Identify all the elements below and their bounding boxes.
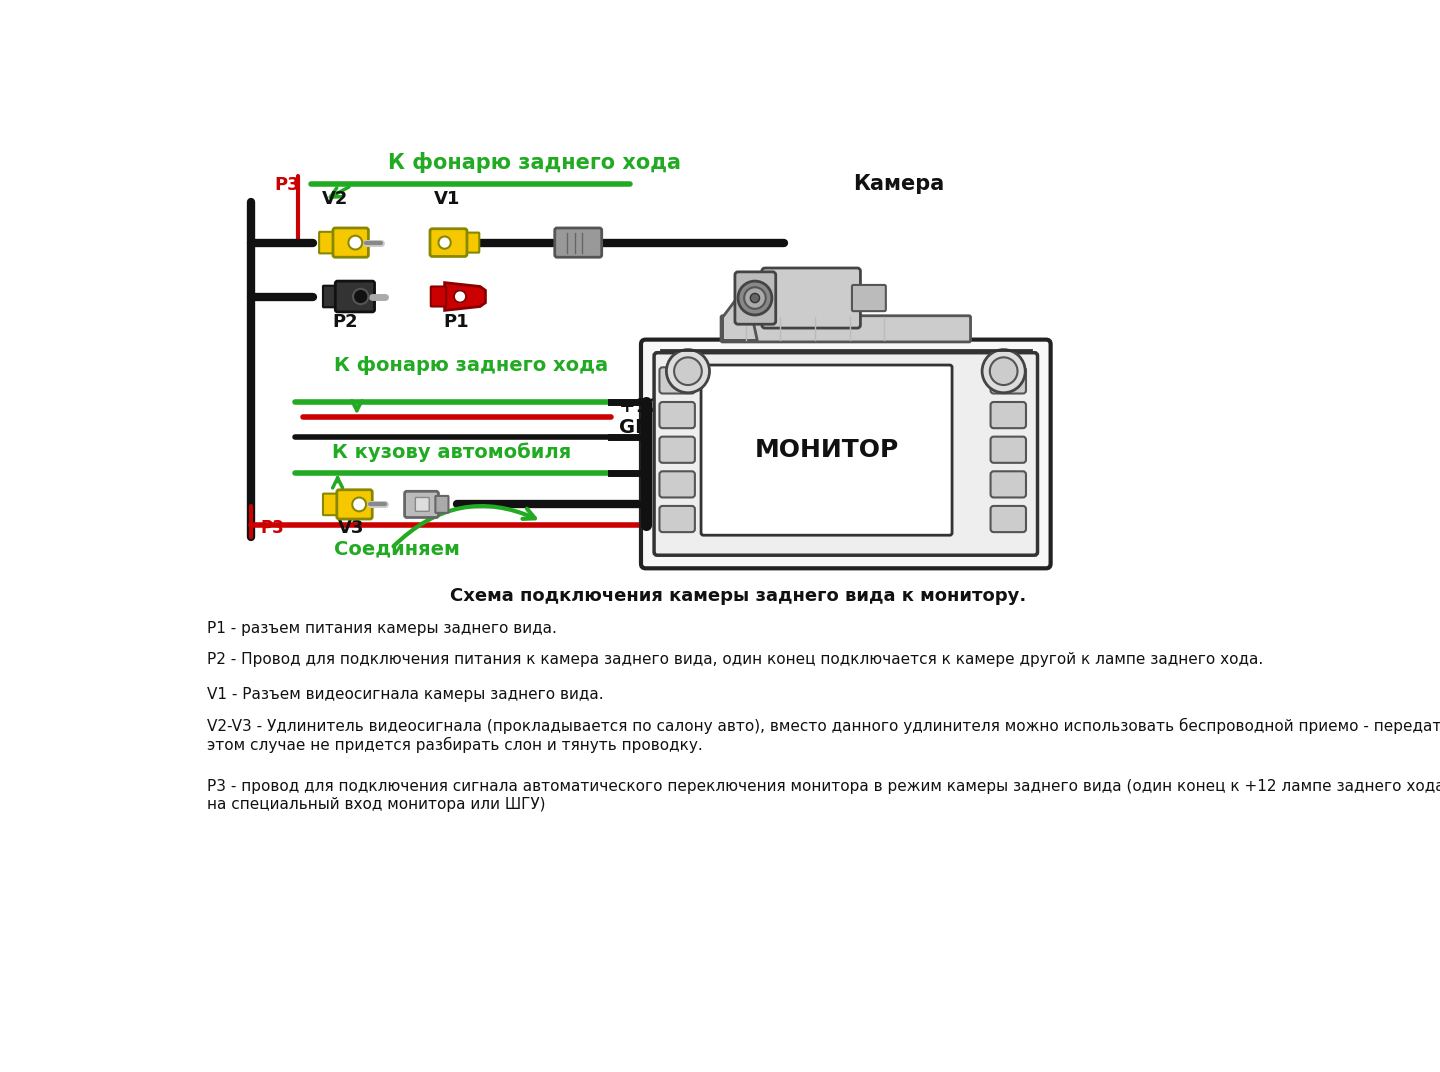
FancyBboxPatch shape [991, 472, 1025, 497]
FancyBboxPatch shape [991, 436, 1025, 463]
Circle shape [348, 236, 363, 250]
FancyBboxPatch shape [991, 402, 1025, 428]
FancyBboxPatch shape [641, 340, 1051, 568]
FancyBboxPatch shape [462, 233, 480, 253]
Text: Соединяем: Соединяем [334, 539, 459, 559]
FancyBboxPatch shape [320, 232, 336, 253]
FancyBboxPatch shape [762, 268, 861, 328]
FancyBboxPatch shape [323, 493, 340, 516]
FancyBboxPatch shape [660, 402, 696, 428]
Text: К фонарю заднего хода: К фонарю заднего хода [387, 152, 681, 173]
Circle shape [739, 281, 772, 315]
FancyBboxPatch shape [660, 436, 696, 463]
Circle shape [750, 294, 759, 302]
Circle shape [353, 288, 369, 304]
Text: P3 - провод для подключения сигнала автоматического переключения монитора в режи: P3 - провод для подключения сигнала авто… [207, 779, 1440, 812]
Circle shape [667, 349, 710, 392]
Text: V2: V2 [323, 190, 348, 208]
FancyBboxPatch shape [721, 316, 971, 342]
Text: Камера: Камера [854, 175, 945, 194]
FancyBboxPatch shape [435, 496, 448, 512]
Text: P3: P3 [261, 519, 284, 537]
FancyBboxPatch shape [701, 366, 952, 535]
Polygon shape [723, 286, 757, 341]
FancyBboxPatch shape [660, 506, 696, 532]
FancyBboxPatch shape [431, 286, 446, 307]
Text: V2-V3 - Удлинитель видеосигнала (прокладывается по салону авто), вместо данного : V2-V3 - Удлинитель видеосигнала (проклад… [207, 717, 1440, 753]
FancyBboxPatch shape [734, 272, 776, 324]
FancyBboxPatch shape [991, 368, 1025, 393]
FancyBboxPatch shape [660, 472, 696, 497]
FancyBboxPatch shape [431, 228, 467, 256]
Circle shape [989, 357, 1018, 385]
FancyBboxPatch shape [415, 497, 429, 511]
Text: К кузову автомобиля: К кузову автомобиля [333, 443, 572, 462]
Text: P1 - разъем питания камеры заднего вида.: P1 - разъем питания камеры заднего вида. [207, 622, 557, 637]
FancyBboxPatch shape [852, 285, 886, 311]
Text: P2: P2 [333, 313, 357, 331]
FancyBboxPatch shape [337, 490, 373, 519]
Text: V1 - Разъем видеосигнала камеры заднего вида.: V1 - Разъем видеосигнала камеры заднего … [207, 687, 603, 702]
FancyBboxPatch shape [323, 286, 338, 308]
Circle shape [674, 357, 701, 385]
FancyBboxPatch shape [654, 353, 1038, 555]
Polygon shape [445, 283, 485, 311]
Text: V3: V3 [337, 519, 364, 537]
Text: GND: GND [619, 418, 667, 436]
Text: К фонарю заднего хода: К фонарю заднего хода [334, 356, 608, 375]
Text: +12 В: +12 В [619, 397, 684, 416]
FancyBboxPatch shape [336, 281, 374, 312]
Circle shape [982, 349, 1025, 392]
Text: МОНИТОР: МОНИТОР [755, 438, 899, 462]
FancyBboxPatch shape [405, 491, 438, 518]
Circle shape [744, 287, 766, 309]
Circle shape [438, 237, 451, 249]
Text: P1: P1 [444, 313, 469, 331]
Text: P2 - Провод для подключения питания к камера заднего вида, один конец подключает: P2 - Провод для подключения питания к ка… [207, 652, 1263, 667]
Circle shape [454, 291, 467, 302]
FancyBboxPatch shape [333, 228, 369, 257]
FancyBboxPatch shape [660, 368, 696, 393]
FancyBboxPatch shape [554, 228, 602, 257]
FancyBboxPatch shape [991, 506, 1025, 532]
Text: V1: V1 [433, 190, 461, 208]
Circle shape [353, 497, 366, 511]
Text: Схема подключения камеры заднего вида к монитору.: Схема подключения камеры заднего вида к … [449, 586, 1027, 605]
Text: P3: P3 [275, 177, 300, 194]
